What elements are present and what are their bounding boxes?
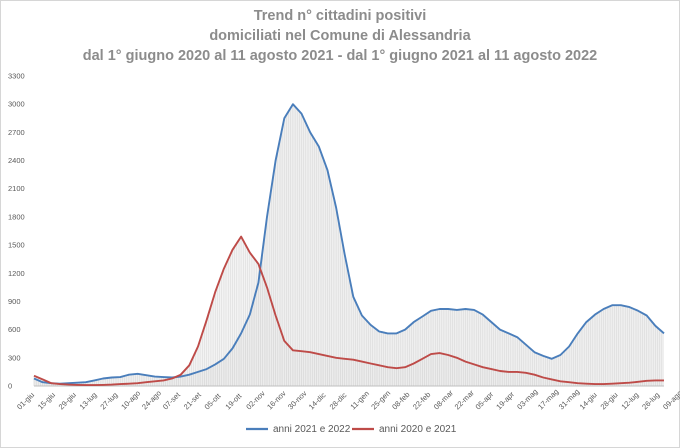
x-tick-label: 09-ago	[661, 389, 680, 412]
x-tick-label: 19-ott	[223, 391, 244, 412]
series-lines	[33, 103, 665, 387]
chart-title-line-1: Trend n° cittadini positivi	[253, 8, 427, 24]
legend: anni 2021 e 2022 anni 2020 e 2021	[246, 424, 457, 435]
x-tick-label: 07-set	[161, 390, 183, 412]
x-tick-label: 16-nov	[265, 389, 288, 412]
x-tick-label: 08-mar	[432, 388, 456, 412]
y-tick-label: 600	[8, 325, 21, 334]
y-tick-label: 1800	[8, 212, 25, 221]
x-tick-label: 15-giu	[36, 390, 57, 411]
x-tick-label: 25-gen	[369, 389, 392, 412]
x-tick-label: 01-giu	[15, 390, 36, 411]
x-tick-label: 13-lug	[78, 390, 99, 411]
x-tick-label: 22-mar	[453, 388, 477, 412]
y-tick-label: 2100	[8, 184, 25, 193]
x-tick-label: 12-lug	[619, 390, 640, 411]
x-tick-label: 21-set	[182, 390, 204, 412]
x-tick-label: 30-nov	[286, 389, 309, 412]
x-tick-label: 27-lug	[98, 390, 119, 411]
y-tick-label: 2700	[8, 128, 25, 137]
x-tick-label: 28-giu	[599, 390, 620, 411]
chart-title-line-3: dal 1° giugno 2020 al 11 agosto 2021 - d…	[82, 48, 598, 64]
x-tick-label: 17-mag	[536, 387, 560, 411]
x-tick-label: 26-lug	[640, 390, 661, 411]
x-tick-label: 08-feb	[390, 390, 411, 411]
series-line-0	[33, 103, 665, 385]
x-tick-label: 03-mag	[515, 387, 539, 411]
y-tick-label: 2400	[8, 156, 25, 165]
legend-label-1: anni 2020 e 2021	[379, 424, 457, 435]
x-tick-label: 28-dic	[328, 390, 349, 411]
legend-label-0: anni 2021 e 2022	[273, 424, 351, 435]
y-tick-label: 3000	[8, 100, 25, 109]
x-tick-label: 22-feb	[411, 390, 432, 411]
x-tick-label: 19-apr	[494, 389, 516, 411]
y-tick-label: 1200	[8, 269, 25, 278]
y-tick-label: 0	[8, 382, 12, 391]
chart-title-line-2: domiciliati nel Comune di Alessandria	[209, 28, 471, 44]
y-tick-label: 1500	[8, 241, 25, 250]
y-tick-label: 300	[8, 353, 21, 362]
x-tick-label: 05-ott	[203, 391, 224, 412]
x-tick-label: 10-ago	[119, 389, 142, 412]
series-fills	[33, 104, 664, 386]
x-tick-label: 29-giu	[57, 390, 78, 411]
x-tick-label: 24-ago	[140, 389, 163, 412]
x-tick-label: 05-apr	[474, 389, 496, 411]
x-tick-label: 31-mag	[557, 387, 581, 411]
y-tick-label: 900	[8, 297, 21, 306]
x-tick-label: 11-gen	[348, 389, 370, 411]
x-tick-label: 02-nov	[244, 389, 267, 412]
x-tick-label: 14-dic	[307, 390, 328, 411]
y-tick-label: 3300	[8, 72, 25, 81]
series-line-1	[33, 235, 664, 387]
